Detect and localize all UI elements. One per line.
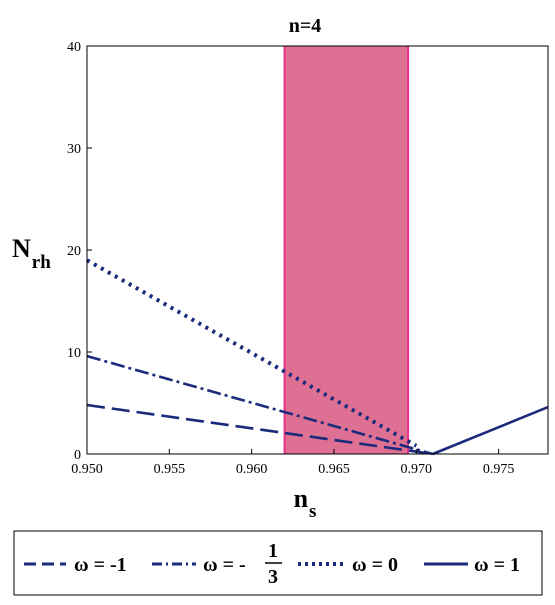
legend-entry-omega-1: ω = 1 <box>424 554 520 576</box>
chart-title: n=4 <box>289 15 322 37</box>
tick-layer: 0.950 0.955 0.960 0.965 0.970 0.975 0 10 20 30 40 <box>67 40 514 477</box>
x-tick-label: 0.960 <box>236 462 268 477</box>
y-tick-label: 30 <box>67 142 81 157</box>
legend-fraction-denominator: 3 <box>268 566 278 588</box>
x-tick-label: 0.950 <box>71 462 103 477</box>
y-axis-label: Nrh <box>12 234 51 273</box>
legend-label-omega-0: ω = 0 <box>352 554 398 576</box>
legend-entry-omega-0: ω = 0 <box>298 554 398 576</box>
x-tick-label: 0.970 <box>401 462 433 477</box>
x-tick-label: 0.965 <box>318 462 350 477</box>
series-line-w_m13 <box>86 354 434 456</box>
legend-box <box>13 530 543 596</box>
x-axis-label: ns <box>294 484 317 522</box>
confidence-band <box>284 46 409 454</box>
series-layer <box>86 258 549 456</box>
legend-fraction-numerator: 1 <box>268 540 278 562</box>
y-tick-label: 10 <box>67 346 81 361</box>
y-tick-label: 20 <box>67 244 81 259</box>
series-line-w_1 <box>432 405 549 456</box>
legend-entry-omega-minus-1: ω = -1 <box>24 554 127 576</box>
y-tick-label: 0 <box>74 448 81 463</box>
y-axis-label-sub: rh <box>32 252 51 273</box>
x-tick-label: 0.955 <box>154 462 186 477</box>
legend-label-omega-1: ω = 1 <box>474 554 520 576</box>
y-tick-label: 40 <box>67 40 81 55</box>
band-layer <box>283 46 410 454</box>
legend-label-omega-minus-prefix: ω = - <box>203 554 246 576</box>
legend-entry-omega-minus-one-third: ω = - 1 3 <box>152 540 282 588</box>
x-axis-label-sub: s <box>309 501 316 522</box>
x-axis-label-main: n <box>294 484 309 513</box>
y-axis-label-main: N <box>12 234 31 263</box>
series-line-w_m1 <box>86 403 433 456</box>
x-tick-label: 0.975 <box>483 462 515 477</box>
legend-label-omega-minus-1: ω = -1 <box>74 554 127 576</box>
